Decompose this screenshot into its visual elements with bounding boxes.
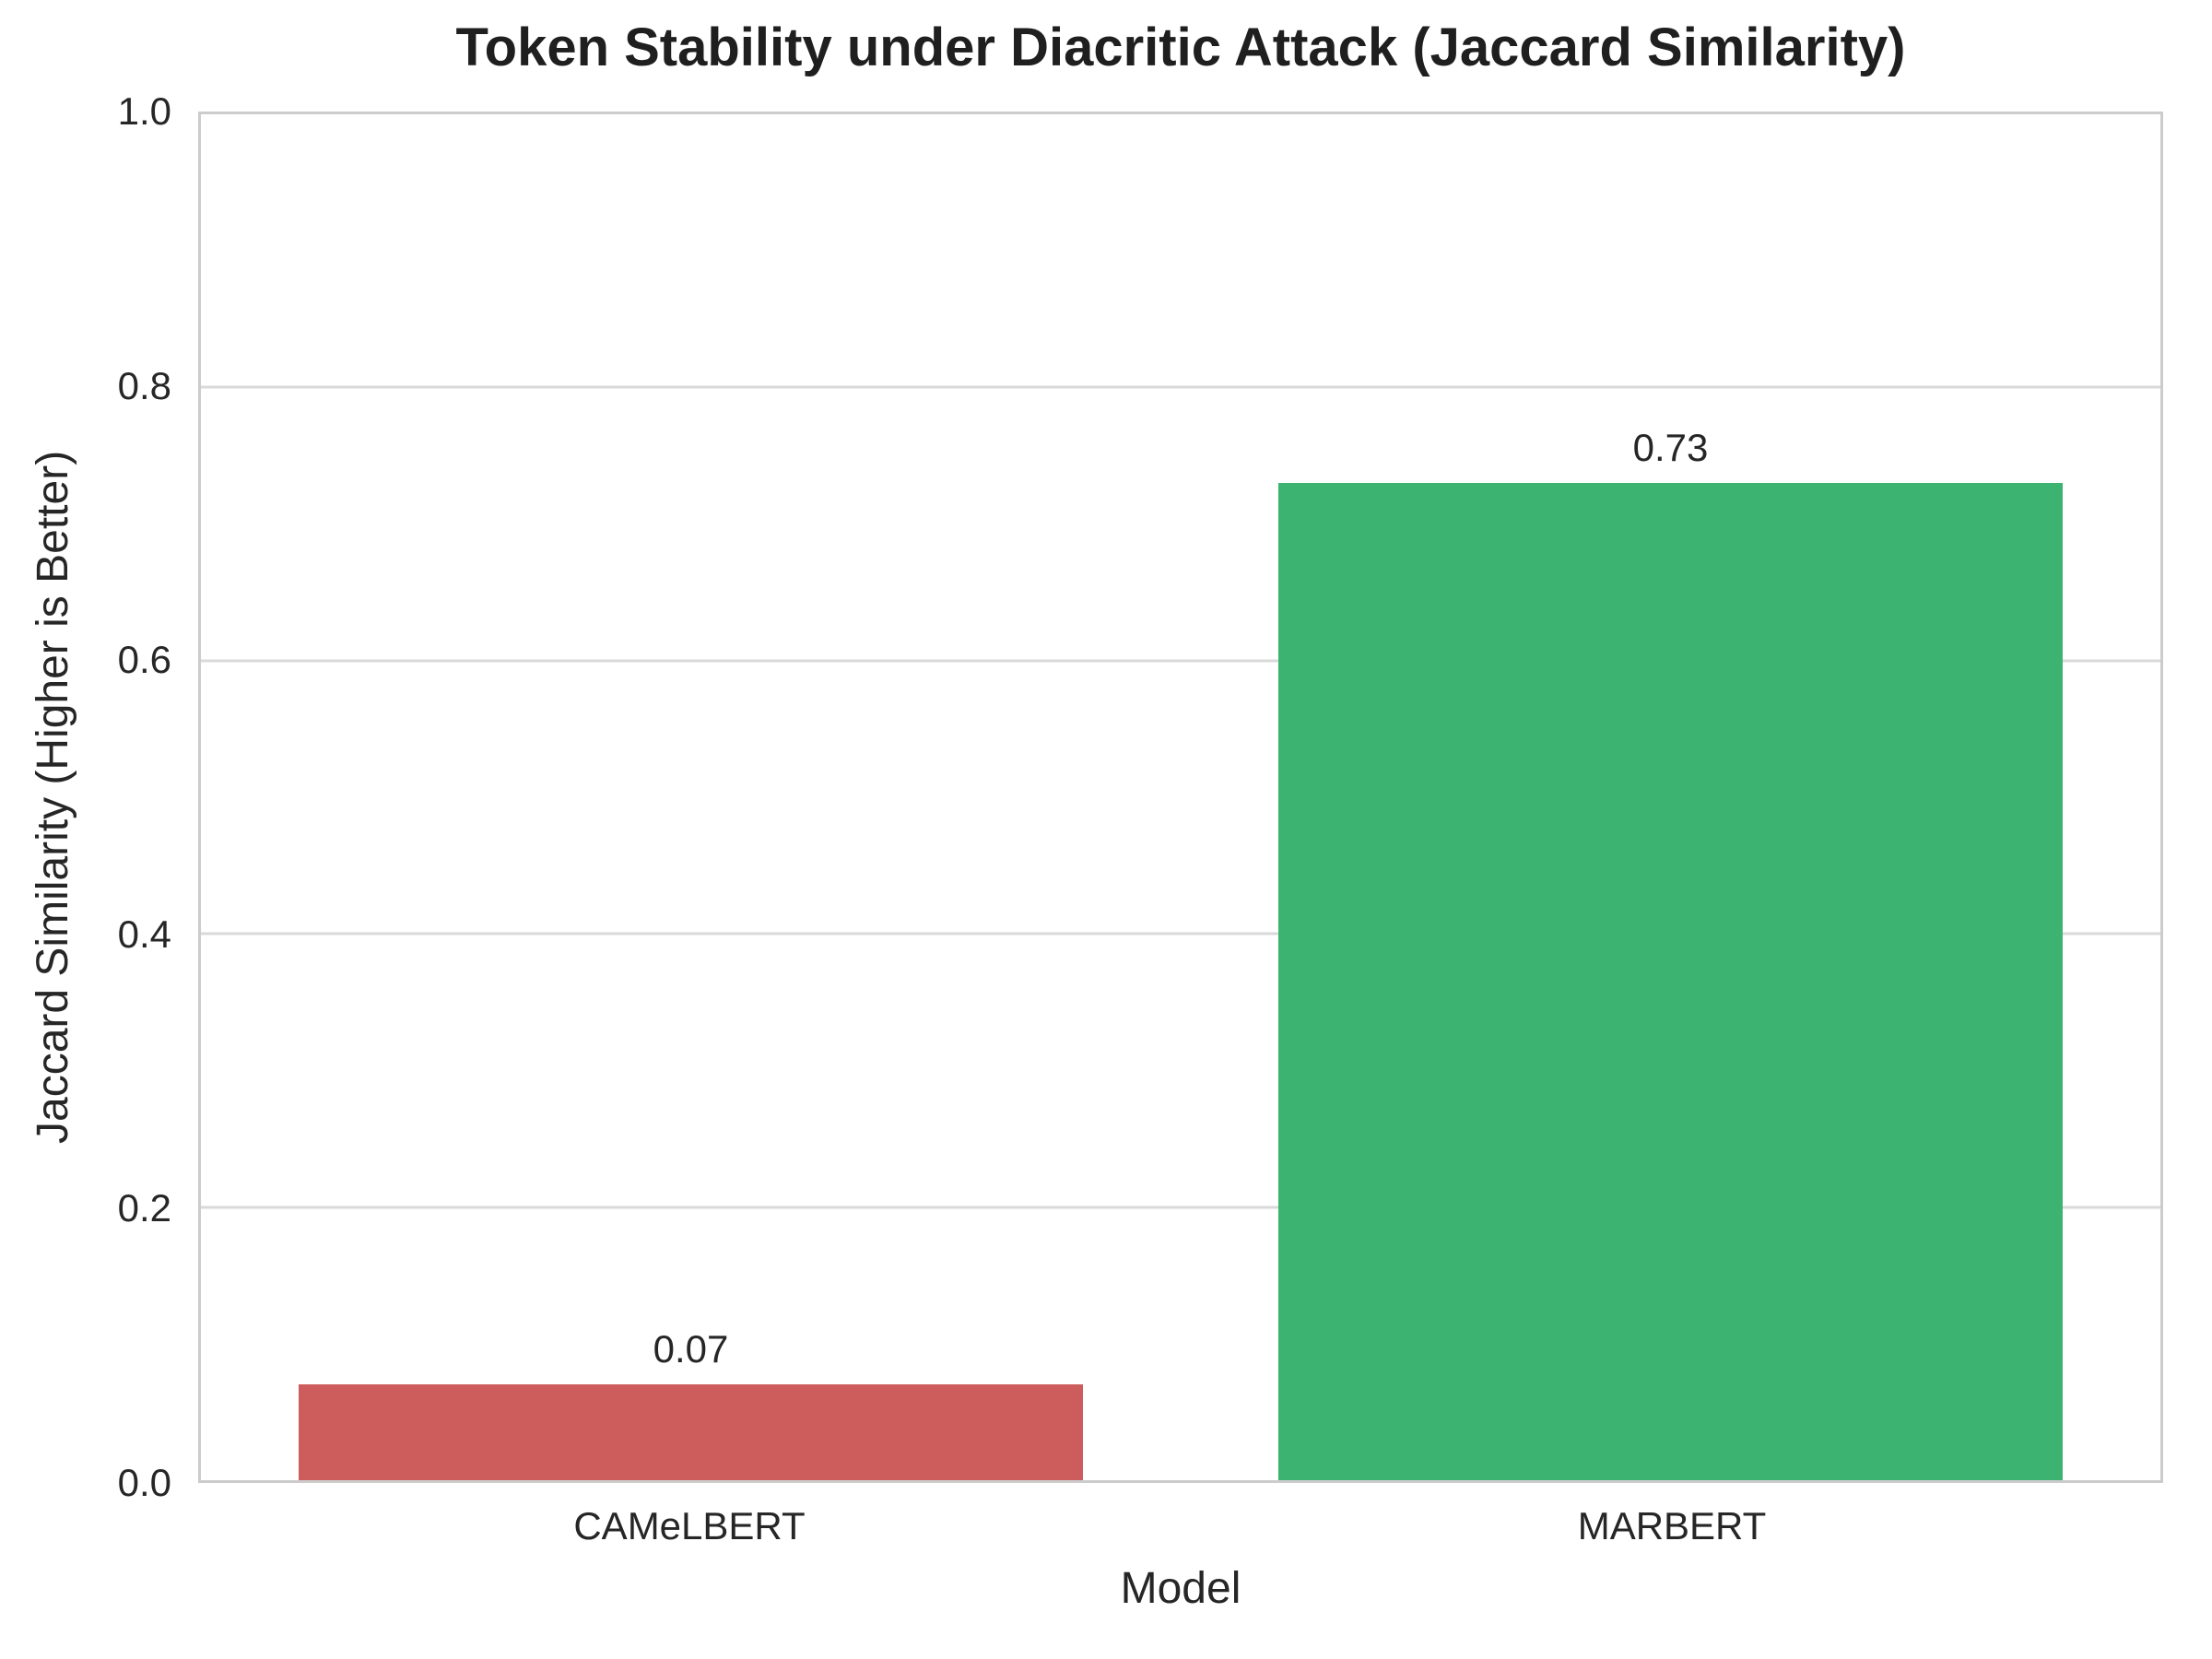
y-tick-label: 0.8 bbox=[117, 363, 171, 407]
gridline bbox=[201, 932, 2160, 935]
chart-title: Token Stability under Diacritic Attack (… bbox=[455, 18, 1906, 77]
bar-value-label: 0.73 bbox=[1632, 426, 1709, 470]
y-tick-label: 0.4 bbox=[117, 912, 171, 956]
y-tick-label: 0.0 bbox=[117, 1461, 171, 1504]
y-tick-label: 1.0 bbox=[117, 89, 171, 133]
x-tick-label-marbert: MARBERT bbox=[1577, 1504, 1767, 1547]
x-axis-label: Model bbox=[1120, 1564, 1241, 1613]
x-tick-label-camelbert: CAMeLBERT bbox=[573, 1504, 806, 1547]
bar-camelbert bbox=[299, 1384, 1083, 1480]
gridline bbox=[201, 385, 2160, 389]
bar-marbert bbox=[1278, 483, 2063, 1480]
gridline bbox=[201, 659, 2160, 663]
gridline bbox=[201, 1206, 2160, 1209]
x-tick-labels: CAMeLBERT MARBERT bbox=[198, 1504, 2163, 1559]
y-tick-labels: 0.0 0.2 0.4 0.6 0.8 1.0 bbox=[0, 89, 171, 1504]
plot-area: 0.07 0.73 bbox=[198, 112, 2163, 1483]
y-tick-label: 0.6 bbox=[117, 638, 171, 682]
bar-value-label: 0.07 bbox=[653, 1327, 729, 1371]
y-tick-label: 0.2 bbox=[117, 1186, 171, 1230]
